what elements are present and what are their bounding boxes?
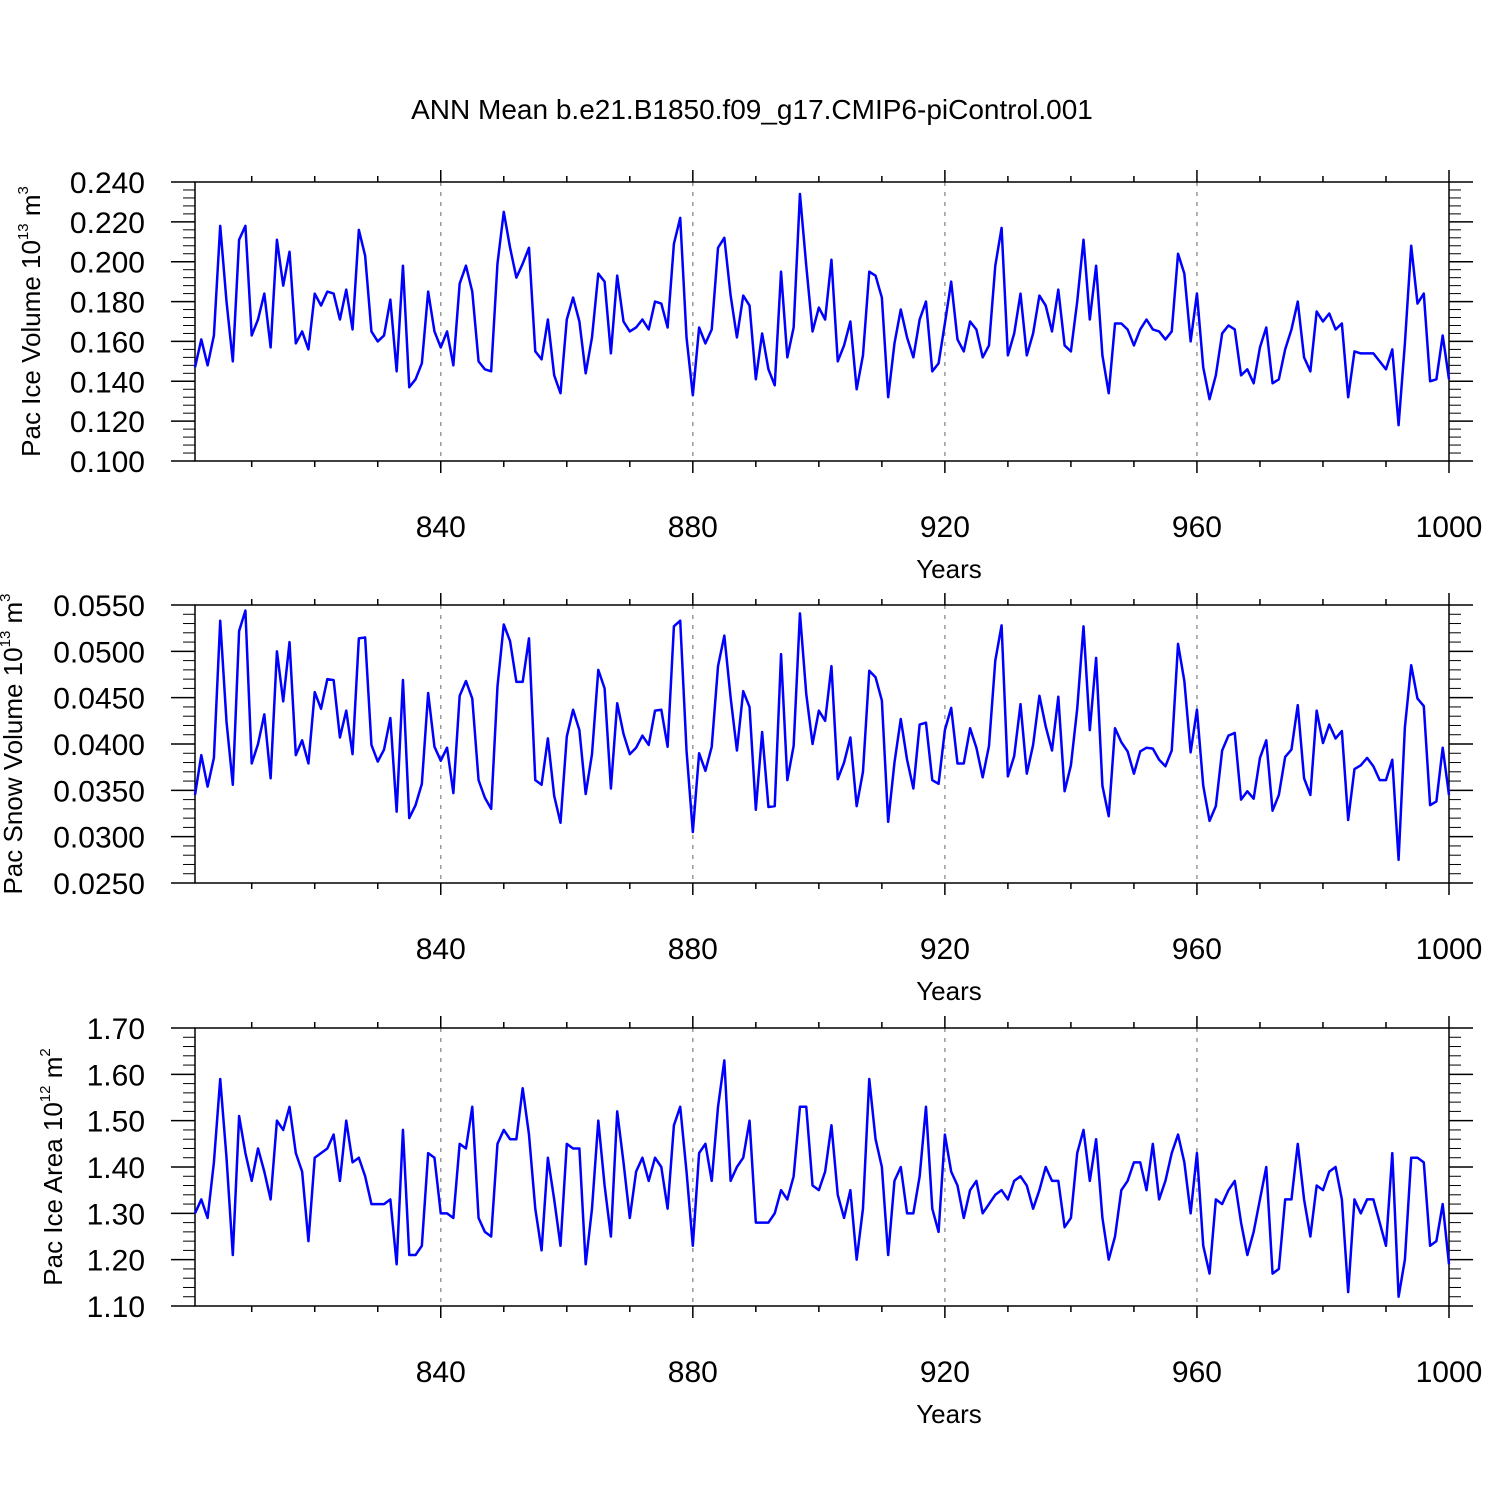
y-tick-label: 0.0550 [53, 590, 145, 623]
x-tick-label: 1000 [1416, 511, 1483, 544]
x-axis-label: Years [916, 554, 982, 584]
x-tick-label: 920 [920, 511, 970, 544]
y-tick-label: 0.0500 [53, 636, 145, 669]
x-tick-label: 960 [1172, 933, 1222, 966]
y-tick-label: 1.30 [87, 1198, 145, 1231]
x-axis-label: Years [916, 976, 982, 1006]
series-line [193, 192, 1451, 427]
y-tick-label: 0.0350 [53, 775, 145, 808]
y-tick-label: 0.200 [70, 247, 145, 280]
x-tick-label: 960 [1172, 511, 1222, 544]
y-tick-label: 0.120 [70, 406, 145, 439]
y-tick-label: 0.240 [70, 167, 145, 200]
chart-title: ANN Mean b.e21.B1850.f09_g17.CMIP6-piCon… [411, 94, 1093, 125]
y-tick-label: 1.70 [87, 1013, 145, 1046]
chart-panel-3: 840 880 920 960 1000 1.10 1.20 1.30 1.40 1.50 1.60… [37, 1013, 1482, 1429]
series-line [193, 1059, 1451, 1298]
y-axis-label: Pac Ice Area 1012 m2 [37, 1048, 68, 1285]
y-tick-label: 0.0450 [53, 683, 145, 716]
y-tick-label: 0.180 [70, 287, 145, 320]
x-tick-label: 1000 [1416, 1356, 1483, 1389]
x-tick-label: 840 [416, 511, 466, 544]
y-axis-label: Pac Snow Volume 1013 m3 [0, 593, 28, 894]
x-tick-label: 920 [920, 933, 970, 966]
plot-frame [194, 1027, 1450, 1307]
chart-panel-1: 840 880 920 960 1000 0.100 0.120 0.140 0.160 0.18… [15, 167, 1482, 584]
y-axis-label: Pac Ice Volume 1013 m3 [15, 186, 46, 457]
y-tick-label: 0.160 [70, 326, 145, 359]
x-tick-label: 840 [416, 933, 466, 966]
y-tick-label: 1.10 [87, 1291, 145, 1324]
y-tick-label: 1.40 [87, 1152, 145, 1185]
plot-frame [194, 181, 1450, 462]
y-tick-label: 0.0250 [53, 868, 145, 901]
y-tick-label: 0.0400 [53, 729, 145, 762]
y-tick-label: 0.0300 [53, 822, 145, 855]
y-tick-label: 0.140 [70, 366, 145, 399]
x-tick-label: 1000 [1416, 933, 1483, 966]
y-tick-label: 0.100 [70, 446, 145, 479]
chart-panel-2: 840 880 920 960 1000 0.0250 0.0300 0.0350 0.0400… [0, 590, 1482, 1006]
y-tick-label: 1.60 [87, 1059, 145, 1092]
x-tick-label: 880 [668, 933, 718, 966]
x-tick-label: 880 [668, 1356, 718, 1389]
x-tick-label: 920 [920, 1356, 970, 1389]
y-tick-label: 1.20 [87, 1245, 145, 1278]
x-axis-label: Years [916, 1399, 982, 1429]
plot-frame [194, 604, 1450, 884]
y-tick-label: 1.50 [87, 1106, 145, 1139]
series-line [193, 609, 1451, 862]
x-tick-label: 960 [1172, 1356, 1222, 1389]
y-tick-label: 0.220 [70, 207, 145, 240]
x-tick-label: 880 [668, 511, 718, 544]
x-tick-label: 840 [416, 1356, 466, 1389]
